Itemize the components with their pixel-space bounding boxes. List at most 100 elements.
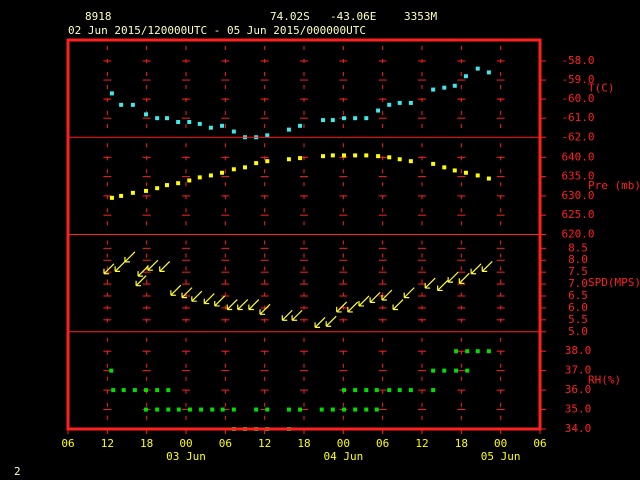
wind-arrow	[103, 263, 115, 275]
data-point	[408, 388, 413, 393]
data-point	[374, 388, 379, 393]
data-point	[155, 388, 160, 393]
data-point	[286, 407, 291, 412]
data-point	[121, 388, 126, 393]
y-axis-label: T(C)	[588, 82, 615, 95]
data-point	[442, 165, 447, 170]
wind-arrow	[336, 301, 348, 313]
data-point	[364, 153, 369, 158]
data-point	[452, 168, 457, 173]
plot-frame	[66, 38, 542, 431]
data-point	[397, 388, 402, 393]
wind-arrow	[470, 263, 482, 275]
wind-arrow	[314, 316, 326, 329]
data-point	[119, 102, 124, 107]
wind-arrow	[291, 309, 303, 321]
wind-arrow	[424, 277, 436, 289]
wind-arrow	[281, 309, 293, 321]
wind-arrow	[481, 260, 493, 272]
data-point	[463, 170, 468, 175]
data-point	[454, 368, 459, 373]
y-tick-label: 8.0	[568, 253, 588, 266]
data-point	[197, 121, 202, 126]
data-point	[387, 388, 392, 393]
wind-arrow	[381, 289, 393, 301]
data-point	[353, 388, 358, 393]
data-point	[442, 85, 447, 90]
wind-arrow	[137, 265, 149, 277]
wind-arrow	[226, 299, 238, 311]
x-tick-label: 12	[101, 437, 114, 450]
y-tick-label: -58.0	[561, 54, 594, 67]
wind-arrow	[437, 280, 449, 292]
wind-arrow	[214, 295, 226, 307]
data-point	[465, 368, 470, 373]
y-tick-label: 625.0	[561, 208, 594, 221]
data-point	[231, 407, 236, 412]
data-point	[144, 112, 149, 117]
data-point	[376, 108, 381, 113]
data-point	[319, 407, 324, 412]
data-point	[330, 118, 335, 123]
data-point	[397, 100, 402, 105]
data-point	[286, 127, 291, 132]
wind-arrow	[203, 293, 215, 305]
y-tick-label: -62.0	[561, 130, 594, 143]
x-tick-label: 06	[376, 437, 389, 450]
data-point	[341, 153, 346, 158]
y-tick-label: 5.0	[568, 325, 588, 338]
period: 02 Jun 2015/120000UTC - 05 Jun 2015/0000…	[68, 24, 366, 37]
data-point	[408, 159, 413, 164]
x-tick-label: 00	[179, 437, 192, 450]
data-point	[254, 161, 259, 166]
date-label: 05 Jun	[481, 450, 521, 463]
data-point	[431, 388, 436, 393]
data-point	[119, 193, 124, 198]
wind-arrow	[159, 260, 171, 272]
data-point	[452, 83, 457, 88]
data-point	[265, 159, 270, 164]
data-point	[465, 349, 470, 354]
data-point	[164, 183, 169, 188]
x-tick-label: 06	[533, 437, 546, 450]
data-point	[176, 181, 181, 186]
data-point	[397, 157, 402, 162]
data-point	[265, 407, 270, 412]
data-point	[254, 407, 259, 412]
y-axis-label: SPD(MPS)	[588, 276, 640, 289]
wind-arrow	[114, 260, 126, 272]
page-number: 2	[14, 465, 21, 478]
longitude: -43.06E	[330, 10, 376, 23]
data-point	[442, 368, 447, 373]
y-tick-label: 630.0	[561, 189, 594, 202]
y-tick-label: 6.5	[568, 289, 588, 302]
wind-arrow	[181, 287, 193, 299]
data-point	[353, 153, 358, 158]
data-point	[486, 70, 491, 75]
data-point	[130, 190, 135, 195]
data-point	[454, 349, 459, 354]
data-point	[155, 186, 160, 191]
data-point	[130, 102, 135, 107]
data-point	[376, 154, 381, 159]
data-point	[220, 170, 225, 175]
data-point	[298, 123, 303, 128]
y-tick-label: 635.0	[561, 170, 594, 183]
data-point	[243, 165, 247, 170]
y-axis-label: RH(%)	[588, 373, 621, 386]
data-point	[199, 407, 204, 412]
y-tick-label: 8.5	[568, 241, 588, 254]
data-point	[321, 118, 326, 123]
data-point	[210, 407, 215, 412]
data-point	[187, 178, 192, 183]
y-tick-label: 640.0	[561, 150, 594, 163]
wind-arrow	[135, 275, 147, 287]
data-point	[486, 176, 491, 181]
data-point	[109, 91, 114, 96]
x-tick-label: 00	[494, 437, 507, 450]
data-point	[155, 116, 160, 121]
x-tick-label: 12	[258, 437, 271, 450]
data-point	[330, 153, 335, 158]
